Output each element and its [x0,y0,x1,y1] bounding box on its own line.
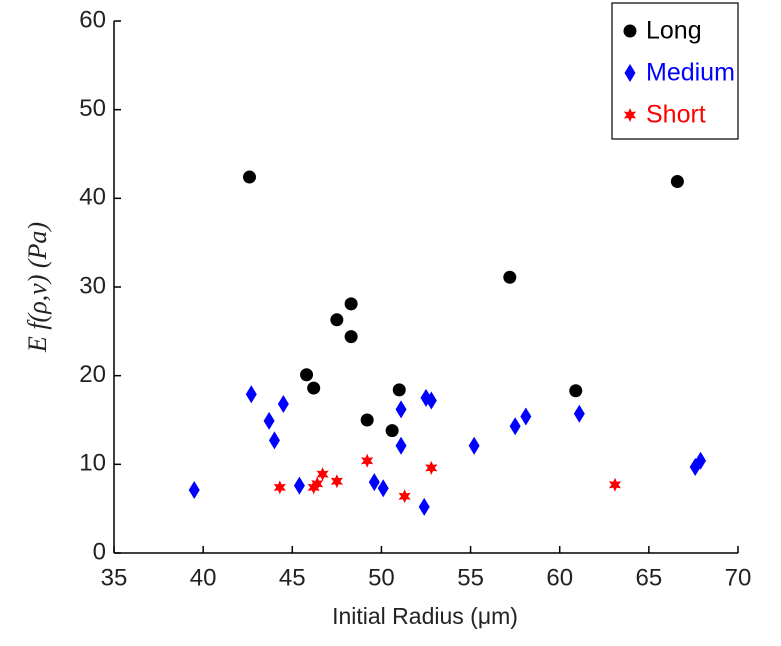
point [273,480,286,495]
x-tick-label: 60 [546,564,573,591]
legend-label: Long [646,17,702,45]
y-tick-label: 0 [93,538,106,565]
point [307,381,321,395]
point [425,391,437,410]
x-tick-label: 55 [457,564,484,591]
x-tick-label: 35 [101,564,128,591]
point [263,411,275,430]
point [361,453,374,468]
legend-marker [623,108,637,122]
y-axis-label: E f(ρ,v) (Pa) [23,222,52,353]
point [695,451,707,470]
point [503,270,517,284]
y-tick-label: 40 [79,184,106,211]
point [360,413,374,427]
point [311,476,324,491]
y-tick-label: 50 [79,95,106,122]
point [573,404,585,423]
point [293,476,305,495]
point [509,417,521,436]
point [368,473,380,492]
point [316,467,329,482]
point [245,385,257,404]
point [344,297,358,311]
point [377,479,389,498]
x-tick-label: 50 [368,564,395,591]
y-tick-label: 20 [79,361,106,388]
legend-marker [623,24,637,38]
point [608,477,621,492]
point [344,330,358,344]
point [468,436,480,455]
point [188,481,200,500]
x-tick-label: 40 [190,564,217,591]
point [385,424,399,438]
point [268,431,280,450]
point [330,474,343,489]
point [520,407,532,426]
point [395,400,407,419]
point [395,436,407,455]
y-tick-label: 10 [79,450,106,477]
y-tick-label: 30 [79,272,106,299]
x-tick-label: 45 [279,564,306,591]
point [569,384,583,398]
x-axis-label: Initial Radius (μm) [332,603,518,629]
legend-label: Short [646,101,706,129]
point [425,460,438,475]
point [670,174,684,188]
point [307,480,320,495]
y-tick-label: 60 [79,6,106,33]
point [330,313,344,327]
point [242,170,256,184]
x-tick-label: 70 [725,564,752,591]
legend-marker [624,64,636,82]
legend-label: Medium [646,59,735,87]
point [398,489,411,504]
point [418,497,430,516]
point [392,383,406,397]
point [300,368,314,382]
point [277,395,289,414]
x-tick-label: 65 [636,564,663,591]
